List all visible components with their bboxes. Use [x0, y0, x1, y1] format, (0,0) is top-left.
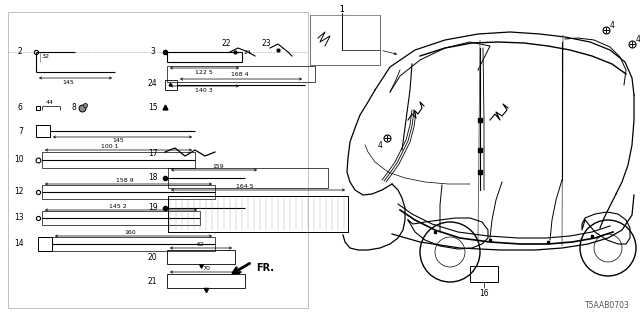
Text: 7: 7	[18, 126, 23, 135]
Text: 4: 4	[610, 21, 615, 30]
Text: 70: 70	[202, 267, 210, 271]
Text: 18: 18	[148, 173, 157, 182]
Text: 145: 145	[62, 79, 74, 84]
Text: 160: 160	[124, 229, 136, 235]
Text: 15: 15	[148, 102, 157, 111]
Bar	[42, 211, 200, 225]
Bar	[36, 125, 50, 137]
Text: 21: 21	[148, 277, 157, 286]
Text: 2: 2	[18, 47, 23, 57]
Text: 20: 20	[148, 252, 157, 261]
Bar	[8, 12, 308, 308]
Text: 158 9: 158 9	[116, 178, 134, 182]
Text: 22: 22	[222, 39, 232, 49]
Text: 16: 16	[479, 290, 489, 299]
Text: 24: 24	[148, 79, 157, 89]
Text: 4: 4	[378, 141, 383, 150]
Text: T5AAB0703: T5AAB0703	[585, 301, 630, 310]
Bar	[167, 250, 235, 264]
Text: 1: 1	[340, 5, 344, 14]
Text: 17: 17	[148, 148, 157, 157]
Text: 168 4: 168 4	[231, 73, 249, 77]
Text: 3: 3	[150, 47, 155, 57]
Text: 122 5: 122 5	[195, 69, 213, 75]
Text: 62: 62	[197, 243, 205, 247]
Bar	[42, 185, 215, 199]
Text: 10: 10	[14, 156, 24, 164]
Text: 145 2: 145 2	[109, 204, 127, 209]
Text: 19: 19	[148, 204, 157, 212]
Text: 44: 44	[46, 100, 54, 105]
Text: 8: 8	[72, 103, 77, 113]
Text: 4: 4	[636, 36, 640, 44]
Bar	[470, 266, 498, 282]
Bar	[52, 237, 215, 251]
Text: FR.: FR.	[256, 263, 274, 273]
Text: 100 1: 100 1	[101, 143, 119, 148]
Text: 6: 6	[18, 103, 23, 113]
Text: 164 5: 164 5	[236, 183, 254, 188]
Bar	[165, 80, 177, 90]
Text: 32: 32	[42, 54, 50, 60]
Text: 23: 23	[262, 39, 271, 49]
Bar	[38, 237, 52, 251]
Text: 159: 159	[212, 164, 224, 169]
Text: 14: 14	[14, 239, 24, 249]
Bar	[310, 15, 380, 65]
Text: 140 3: 140 3	[195, 87, 213, 92]
Text: 12: 12	[14, 188, 24, 196]
Text: 1: 1	[340, 5, 344, 14]
Text: 24: 24	[244, 50, 252, 54]
Bar	[167, 274, 245, 288]
Bar	[42, 152, 195, 168]
Text: 13: 13	[14, 213, 24, 222]
Bar	[168, 168, 328, 188]
Bar	[167, 66, 315, 82]
Bar	[168, 196, 348, 232]
Text: 145: 145	[112, 139, 124, 143]
